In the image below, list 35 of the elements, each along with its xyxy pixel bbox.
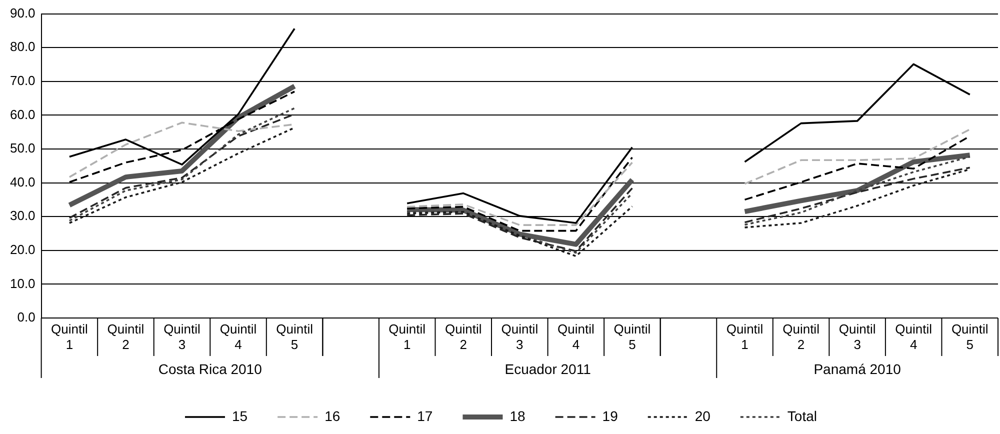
y-tick-label: 50.0 [10,140,36,156]
x-tick-label: Quintil 3 [501,321,538,352]
x-tick-label: Quintil 2 [782,321,820,352]
y-tick-label: 30.0 [10,208,36,224]
x-tick-label: Quintil 4 [895,321,932,352]
x-tick-label: Quintil 3 [164,321,201,352]
x-tick-label: Quintil 2 [444,321,482,352]
x-tick-label: Quintil 5 [614,321,651,352]
y-tick-label: 40.0 [10,174,36,190]
x-tick-label: Quintil 1 [51,321,88,352]
y-tick-label: 80.0 [10,39,36,54]
x-tick-label: Quintil 1 [726,321,764,352]
y-tick-label: 70.0 [10,72,36,88]
legend-label: 15 [232,408,248,424]
legend-label: 20 [694,408,711,424]
x-tick-label: Quintil 3 [838,321,876,352]
y-tick-label: 10.0 [10,276,36,291]
y-tick-label: 60.0 [10,106,36,122]
legend-label: 19 [602,408,618,424]
text: Panamá 2010 [814,360,902,377]
x-tick-label: Quintil 1 [388,321,426,352]
legend-label: 18 [510,408,526,424]
y-tick-label: 20.0 [10,242,36,257]
x-tick-label: Quintil 5 [276,321,314,352]
y-tick-label: 90.0 [10,5,36,20]
legend-label: 16 [324,408,340,424]
x-tick-label: Quintil 5 [951,321,988,352]
legend-label: Total [787,408,818,424]
legend-label: 17 [417,408,433,424]
y-tick-label: 0.0 [17,310,36,325]
text: Costa Rica 2010 [158,360,262,377]
text: Ecuador 2011 [504,360,592,377]
x-tick-label: Quintil 2 [107,321,144,352]
x-tick-label: Quintil 4 [220,321,257,352]
x-tick-label: Quintil 4 [558,321,594,352]
